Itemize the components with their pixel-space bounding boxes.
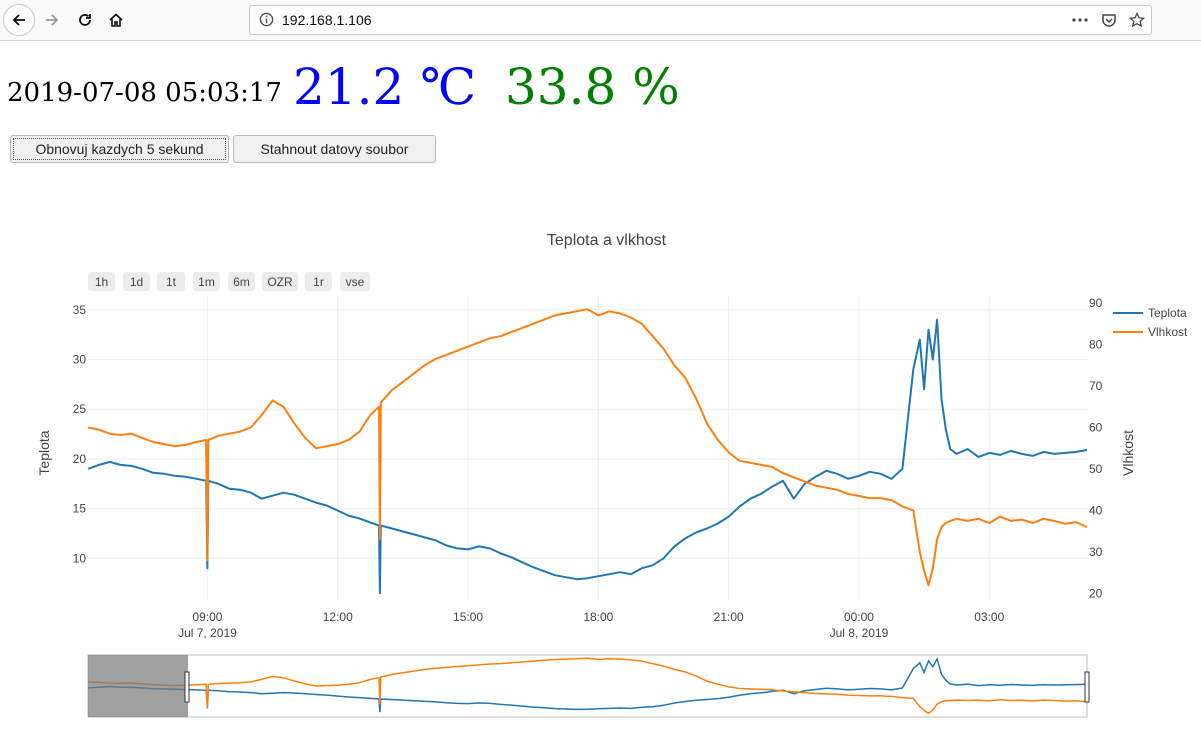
current-temperature: 21.2 ℃ xyxy=(293,58,477,116)
x-tick-label: 21:00 xyxy=(714,610,744,624)
slider-line-teplota xyxy=(87,656,1088,713)
reload-button[interactable] xyxy=(69,4,101,36)
y-left-tick-label: 10 xyxy=(73,551,87,565)
reload-icon xyxy=(79,14,91,26)
y-right-tick-label: 50 xyxy=(1089,462,1103,476)
y-right-tick-label: 60 xyxy=(1089,421,1103,435)
bookmark-star-icon[interactable] xyxy=(1129,12,1145,28)
y-left-tick-label: 25 xyxy=(73,402,87,416)
range-button-1t[interactable]: 1t xyxy=(157,272,185,291)
chart-title: Teplota a vlkhost xyxy=(546,232,667,249)
x-tick-label: 00:00 xyxy=(844,610,874,624)
legend-label-teplota: Teplota xyxy=(1148,306,1187,320)
back-icon xyxy=(12,14,25,26)
y-right-tick-label: 90 xyxy=(1089,296,1103,310)
legend-label-vlhkost: Vlhkost xyxy=(1148,325,1188,339)
y-right-tick-label: 40 xyxy=(1089,504,1103,518)
y-right-tick-label: 30 xyxy=(1089,545,1103,559)
current-datetime: 2019-07-08 05:03:17 xyxy=(7,78,282,108)
download-data-button[interactable]: Stahnout datovy soubor xyxy=(233,135,436,163)
back-button[interactable] xyxy=(3,4,35,36)
y-left-tick-label: 20 xyxy=(73,452,87,466)
address-bar[interactable]: 192.168.1.106 xyxy=(249,5,1152,35)
forward-icon xyxy=(46,14,59,26)
y-left-axis-label: Teplota xyxy=(36,430,52,475)
y-left-tick-label: 30 xyxy=(73,353,87,367)
range-button-vse[interactable]: vse xyxy=(340,272,370,291)
more-icon[interactable] xyxy=(1071,12,1089,27)
auto-refresh-button[interactable]: Obnovuj kazdych 5 sekund xyxy=(10,135,229,163)
slider-line-vlhkost xyxy=(87,657,1088,715)
range-button-1m[interactable]: 1m xyxy=(193,272,220,291)
x-tick-sublabel: Jul 7, 2019 xyxy=(178,626,237,640)
range-button-1r[interactable]: 1r xyxy=(305,272,332,291)
current-humidity: 33.8 % xyxy=(505,58,680,116)
y-right-tick-label: 20 xyxy=(1089,587,1103,601)
range-slider xyxy=(87,654,1088,718)
y-right-axis-label: Vlhkost xyxy=(1120,430,1136,476)
range-button-1d[interactable]: 1d xyxy=(123,272,150,291)
browser-toolbar: 192.168.1.106 xyxy=(0,0,1201,41)
x-tick-label: 15:00 xyxy=(453,610,483,624)
y-left-tick-label: 15 xyxy=(73,502,87,516)
x-tick-label: 03:00 xyxy=(974,610,1004,624)
info-icon[interactable] xyxy=(259,12,274,27)
home-icon xyxy=(109,13,123,27)
y-right-tick-label: 80 xyxy=(1089,338,1103,352)
url-text[interactable]: 192.168.1.106 xyxy=(282,12,372,28)
y-right-tick-label: 70 xyxy=(1089,379,1103,393)
forward-button[interactable] xyxy=(36,4,68,36)
y-left-tick-label: 35 xyxy=(73,303,87,317)
pocket-icon[interactable] xyxy=(1101,12,1117,28)
home-button[interactable] xyxy=(100,4,132,36)
series-line-teplota xyxy=(87,318,1088,595)
x-tick-label: 09:00 xyxy=(192,610,222,624)
range-slider-right-handle xyxy=(1084,671,1090,703)
range-button-ozr[interactable]: OZR xyxy=(262,272,298,291)
range-slider-left-handle xyxy=(184,671,190,703)
x-tick-sublabel: Jul 8, 2019 xyxy=(830,626,889,640)
range-button-1h[interactable]: 1h xyxy=(88,272,115,291)
range-slider-mask xyxy=(88,655,188,717)
range-button-6m[interactable]: 6m xyxy=(228,272,255,291)
x-tick-label: 18:00 xyxy=(583,610,613,624)
series-line-vlhkost xyxy=(87,308,1088,587)
x-tick-label: 12:00 xyxy=(323,610,353,624)
